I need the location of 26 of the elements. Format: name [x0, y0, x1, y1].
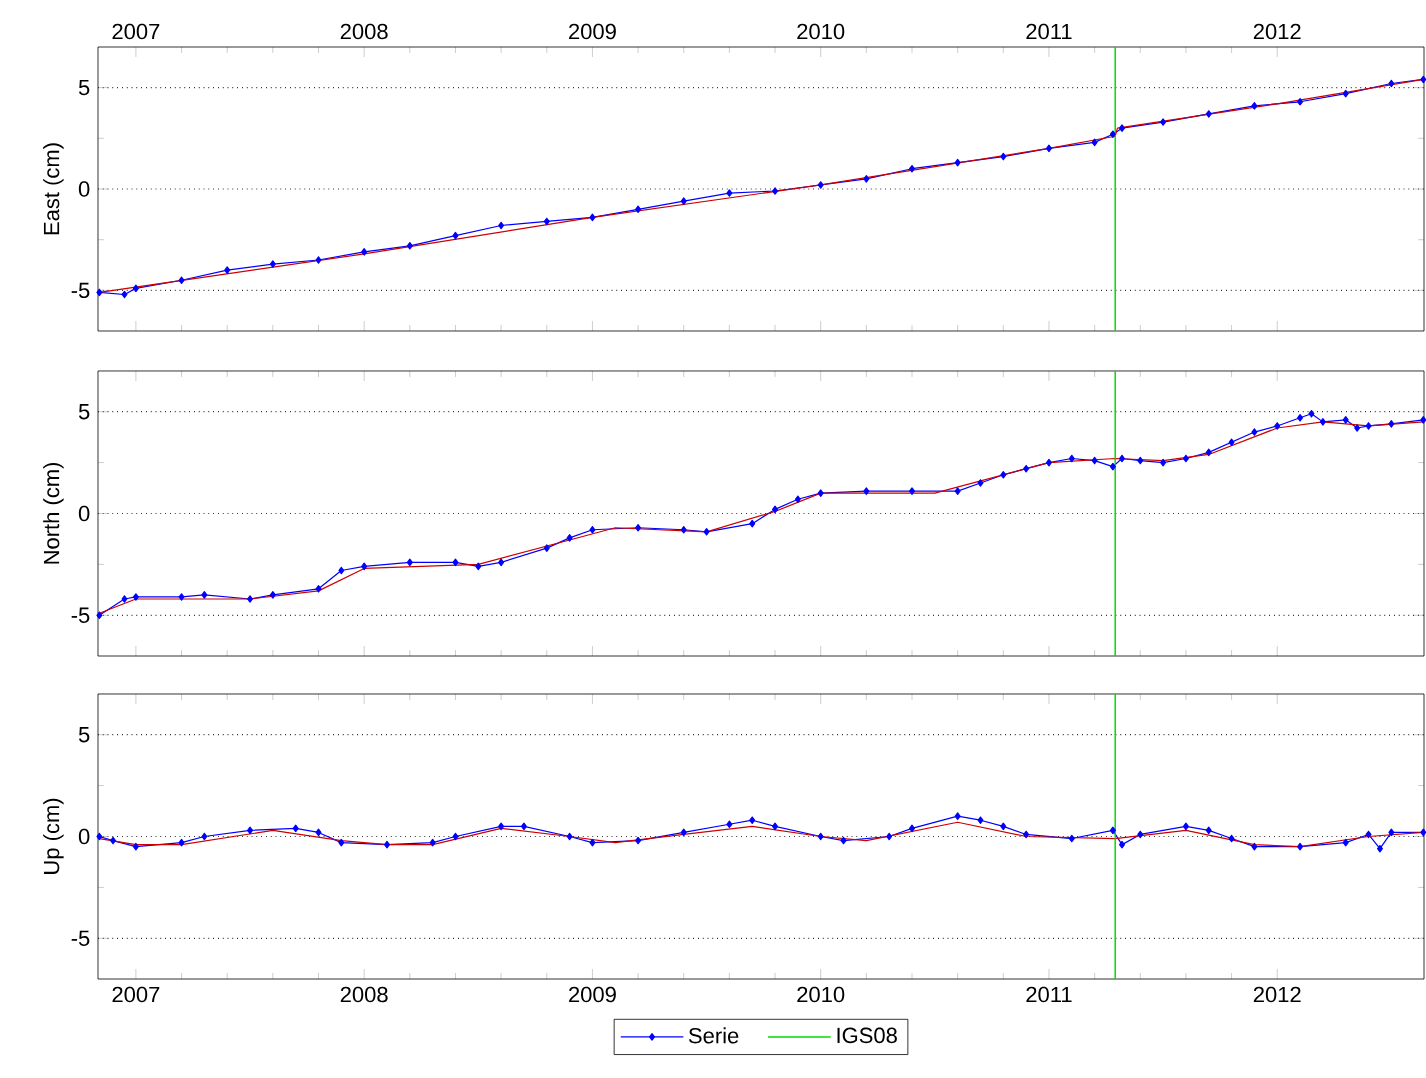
- y-axis-title: East (cm): [43, 143, 64, 235]
- y-tick-label: -5: [71, 930, 90, 946]
- x-tick-label: 2010: [797, 23, 845, 40]
- y-tick-label: 0: [78, 181, 90, 197]
- y-tick-label: 0: [78, 828, 90, 845]
- legend-label: IGS08: [837, 1027, 897, 1044]
- x-tick-label: 2009: [569, 986, 616, 1003]
- y-tick-label: 0: [78, 505, 90, 522]
- x-tick-label: 2012: [1253, 986, 1301, 1003]
- x-tick-label: 2008: [340, 986, 388, 1003]
- y-tick-label: 5: [78, 404, 90, 420]
- y-tick-label: -5: [71, 282, 90, 299]
- x-tick-label: 2007: [112, 23, 160, 40]
- y-tick-label: 5: [78, 727, 90, 743]
- legend-label: Serie: [688, 1027, 739, 1044]
- y-axis-title: Up (cm): [43, 798, 64, 874]
- x-tick-label: 2011: [1026, 23, 1072, 40]
- x-tick-label: 2008: [340, 23, 388, 40]
- x-tick-label: 2011: [1026, 986, 1072, 1003]
- y-axis-title: North (cm): [43, 462, 64, 564]
- x-tick-label: 2012: [1253, 23, 1301, 40]
- x-tick-label: 2007: [112, 986, 160, 1003]
- y-tick-label: 5: [78, 79, 90, 96]
- y-tick-label: -5: [71, 607, 90, 623]
- x-tick-label: 2010: [797, 986, 845, 1003]
- x-tick-label: 2009: [569, 23, 616, 40]
